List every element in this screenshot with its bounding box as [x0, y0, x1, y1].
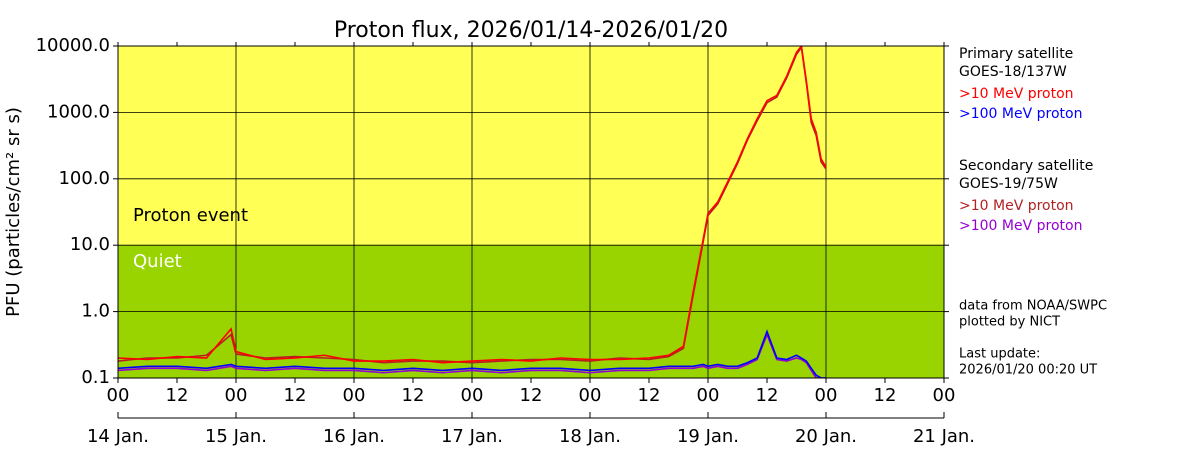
day-label: 18 Jan.	[559, 426, 621, 447]
y-tick-label: 10.0	[70, 234, 110, 255]
x-tick-label: 12	[520, 385, 543, 406]
day-label: 15 Jan.	[205, 426, 267, 447]
note: data from NOAA/SWPC	[959, 299, 1107, 314]
y-tick-label: 10000.0	[36, 35, 110, 56]
note: Last update:	[959, 347, 1040, 362]
series-line	[118, 46, 827, 364]
x-tick-label: 12	[284, 385, 307, 406]
chart-title: Proton flux, 2026/01/14-2026/01/20	[334, 18, 728, 43]
day-label: 21 Jan.	[913, 426, 975, 447]
x-tick-label: 00	[697, 385, 720, 406]
annotation: Quiet	[133, 251, 182, 272]
series-line	[118, 332, 826, 378]
y-tick-label: 100.0	[58, 168, 110, 189]
legend-entry: >10 MeV proton	[959, 86, 1074, 102]
x-tick-label: 12	[638, 385, 661, 406]
x-tick-label: 00	[225, 385, 248, 406]
legend-entry: >100 MeV proton	[959, 106, 1082, 122]
legend-entry: >10 MeV proton	[959, 198, 1074, 214]
legend-entry: >100 MeV proton	[959, 218, 1082, 234]
y-tick-label: 0.1	[81, 367, 110, 388]
x-tick-label: 00	[107, 385, 130, 406]
x-tick-label: 00	[579, 385, 602, 406]
x-tick-label: 12	[874, 385, 897, 406]
day-label: 19 Jan.	[677, 426, 739, 447]
x-tick-label: 00	[933, 385, 956, 406]
legend-satellite: GOES-19/75W	[959, 176, 1058, 192]
x-tick-label: 00	[343, 385, 366, 406]
annotation: Proton event	[133, 205, 248, 226]
y-tick-label: 1000.0	[47, 101, 110, 122]
x-tick-label: 12	[756, 385, 779, 406]
x-tick-label: 00	[461, 385, 484, 406]
legend-group-title: Primary satellite	[959, 46, 1073, 62]
legend-group-title: Secondary satellite	[959, 158, 1093, 174]
plot-frame	[117, 45, 945, 379]
day-label: 17 Jan.	[441, 426, 503, 447]
x-tick-label: 12	[166, 385, 189, 406]
series-line	[118, 329, 826, 378]
x-tick-label: 12	[402, 385, 425, 406]
day-label: 20 Jan.	[795, 426, 857, 447]
y-axis-label: PFU (particles/cm² sr s)	[3, 107, 24, 317]
day-label: 16 Jan.	[323, 426, 385, 447]
note: plotted by NICT	[959, 315, 1060, 330]
x-tick-label: 00	[815, 385, 838, 406]
y-tick-label: 1.0	[81, 301, 110, 322]
day-label: 14 Jan.	[87, 426, 149, 447]
legend-satellite: GOES-18/137W	[959, 64, 1067, 80]
note: 2026/01/20 00:20 UT	[959, 363, 1097, 378]
